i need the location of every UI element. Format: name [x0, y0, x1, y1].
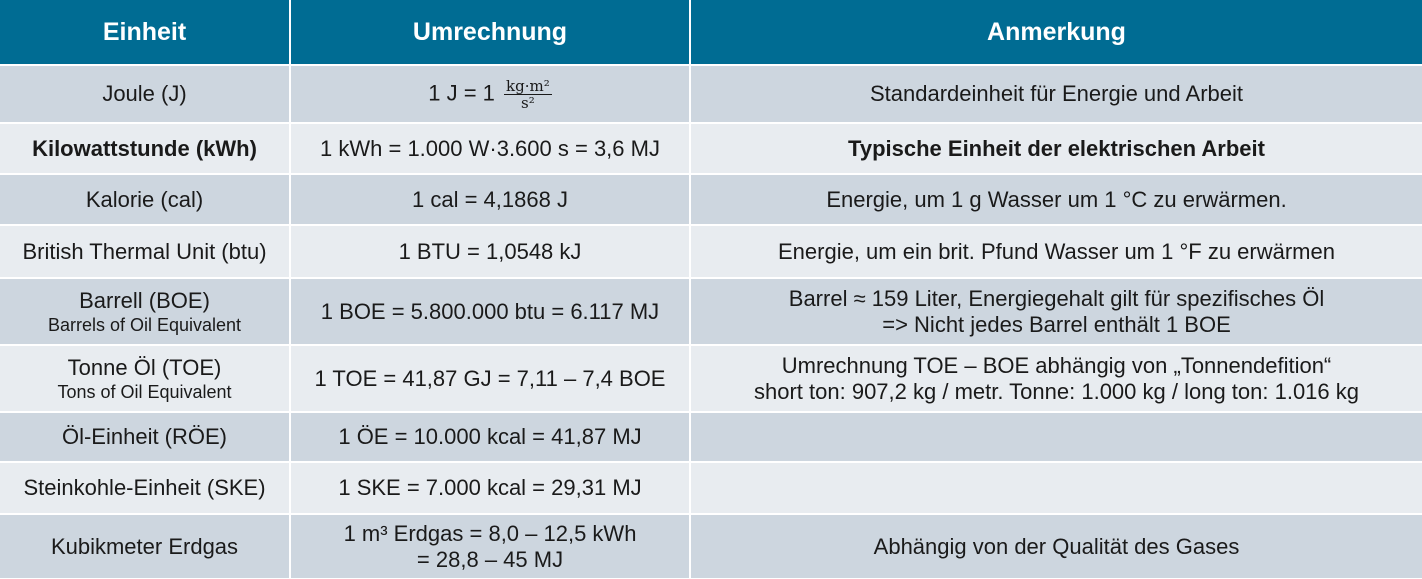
conversion-text: 1 kWh = 1.000 W·3.600 s = 3,6 MJ: [320, 135, 660, 161]
unit-name: British Thermal Unit (btu): [22, 238, 267, 264]
note-text: Umrechnung TOE – BOE abhängig von „Tonne…: [781, 352, 1332, 378]
note-text: Energie, um 1 g Wasser um 1 °C zu erwärm…: [826, 186, 1287, 212]
unit-cell: Kalorie (cal): [0, 173, 291, 225]
unit-cell: Joule (J): [0, 64, 291, 123]
unit-cell: Barrell (BOE) Barrels of Oil Equivalent: [0, 277, 291, 345]
note-text: Typische Einheit der elektrischen Arbeit: [848, 135, 1265, 161]
conversion-cell: 1 cal = 4,1868 J: [290, 173, 691, 225]
conversion-text: 1 BTU = 1,0548 kJ: [398, 238, 582, 264]
conversion-cell: 1 SKE = 7.000 kcal = 29,31 MJ: [290, 461, 691, 514]
note-text: Abhängig von der Qualität des Gases: [873, 533, 1240, 559]
conversion-text-line2: = 28,8 – 45 MJ: [416, 546, 564, 572]
conversion-cell: 1 m³ Erdgas = 8,0 – 12,5 kWh = 28,8 – 45…: [290, 513, 691, 578]
unit-name: Kilowattstunde (kWh): [32, 135, 257, 161]
note-cell: Energie, um ein brit. Pfund Wasser um 1 …: [690, 224, 1422, 278]
table-row: Kubikmeter Erdgas 1 m³ Erdgas = 8,0 – 12…: [0, 513, 1422, 578]
conversion-text: 1 J = 1: [428, 79, 495, 105]
table-row: Kilowattstunde (kWh) 1 kWh = 1.000 W·3.6…: [0, 122, 1422, 174]
unit-name: Joule (J): [102, 81, 187, 106]
header-row: Einheit Umrechnung Anmerkung: [0, 0, 1422, 65]
conversion-text: 1 m³ Erdgas = 8,0 – 12,5 kWh: [343, 520, 637, 546]
note-text-line2: => Nicht jedes Barrel enthält 1 BOE: [882, 311, 1231, 337]
conversion-text: 1 ÖE = 10.000 kcal = 41,87 MJ: [338, 424, 642, 449]
unit-name: Steinkohle-Einheit (SKE): [23, 475, 266, 500]
fraction-numerator: kg·m²: [504, 76, 552, 95]
note-cell: Standardeinheit für Energie und Arbeit: [690, 64, 1422, 123]
table-row: Öl-Einheit (RÖE) 1 ÖE = 10.000 kcal = 41…: [0, 411, 1422, 462]
table-row: British Thermal Unit (btu) 1 BTU = 1,054…: [0, 224, 1422, 278]
conversion-cell: 1 kWh = 1.000 W·3.600 s = 3,6 MJ: [290, 122, 691, 174]
header-anmerkung: Anmerkung: [690, 0, 1422, 65]
unit-name: Kalorie (cal): [85, 186, 204, 212]
table-row: Steinkohle-Einheit (SKE) 1 SKE = 7.000 k…: [0, 461, 1422, 514]
unit-subtitle: Tons of Oil Equivalent: [57, 381, 232, 402]
note-cell: [690, 411, 1422, 462]
table-row: Barrell (BOE) Barrels of Oil Equivalent …: [0, 277, 1422, 345]
conversion-cell: 1 TOE = 41,87 GJ = 7,11 – 7,4 BOE: [290, 344, 691, 412]
note-text: Barrel ≈ 159 Liter, Energiegehalt gilt f…: [788, 285, 1325, 311]
note-cell: [690, 461, 1422, 514]
unit-name: Barrell (BOE): [79, 287, 210, 313]
conversion-cell: 1 BTU = 1,0548 kJ: [290, 224, 691, 278]
note-cell: Typische Einheit der elektrischen Arbeit: [690, 122, 1422, 174]
header-einheit: Einheit: [0, 0, 291, 65]
note-cell: Umrechnung TOE – BOE abhängig von „Tonne…: [690, 344, 1422, 412]
conversion-cell: 1 J = 1 kg·m² s²: [290, 64, 691, 123]
note-text-line2: short ton: 907,2 kg / metr. Tonne: 1.000…: [754, 378, 1359, 404]
conversion-text: 1 TOE = 41,87 GJ = 7,11 – 7,4 BOE: [314, 365, 666, 391]
unit-name: Kubikmeter Erdgas: [50, 533, 239, 559]
unit-subtitle: Barrels of Oil Equivalent: [47, 314, 242, 335]
unit-name: Öl-Einheit (RÖE): [61, 424, 228, 449]
conversion-text: 1 BOE = 5.800.000 btu = 6.117 MJ: [320, 298, 660, 324]
header-umrechnung: Umrechnung: [290, 0, 691, 65]
unit-cell: Steinkohle-Einheit (SKE): [0, 461, 291, 514]
note-cell: Abhängig von der Qualität des Gases: [690, 513, 1422, 578]
note-cell: Barrel ≈ 159 Liter, Energiegehalt gilt f…: [690, 277, 1422, 345]
table-row: Joule (J) 1 J = 1 kg·m² s² Standardeinhe…: [0, 64, 1422, 123]
unit-cell: Kubikmeter Erdgas: [0, 513, 291, 578]
unit-cell: Kilowattstunde (kWh): [0, 122, 291, 174]
unit-cell: Öl-Einheit (RÖE): [0, 411, 291, 462]
conversion-cell: 1 BOE = 5.800.000 btu = 6.117 MJ: [290, 277, 691, 345]
table-row: Tonne Öl (TOE) Tons of Oil Equivalent 1 …: [0, 344, 1422, 412]
fraction: kg·m² s²: [504, 78, 552, 111]
conversion-text: 1 SKE = 7.000 kcal = 29,31 MJ: [338, 475, 642, 500]
note-text: Energie, um ein brit. Pfund Wasser um 1 …: [778, 238, 1335, 264]
table-row: Kalorie (cal) 1 cal = 4,1868 J Energie, …: [0, 173, 1422, 225]
conversion-text: 1 cal = 4,1868 J: [412, 186, 568, 212]
note-text: Standardeinheit für Energie und Arbeit: [869, 81, 1244, 106]
unit-cell: British Thermal Unit (btu): [0, 224, 291, 278]
conversion-cell: 1 ÖE = 10.000 kcal = 41,87 MJ: [290, 411, 691, 462]
note-cell: Energie, um 1 g Wasser um 1 °C zu erwärm…: [690, 173, 1422, 225]
unit-cell: Tonne Öl (TOE) Tons of Oil Equivalent: [0, 344, 291, 412]
fraction-denominator: s²: [521, 93, 535, 112]
unit-name: Tonne Öl (TOE): [67, 354, 222, 380]
